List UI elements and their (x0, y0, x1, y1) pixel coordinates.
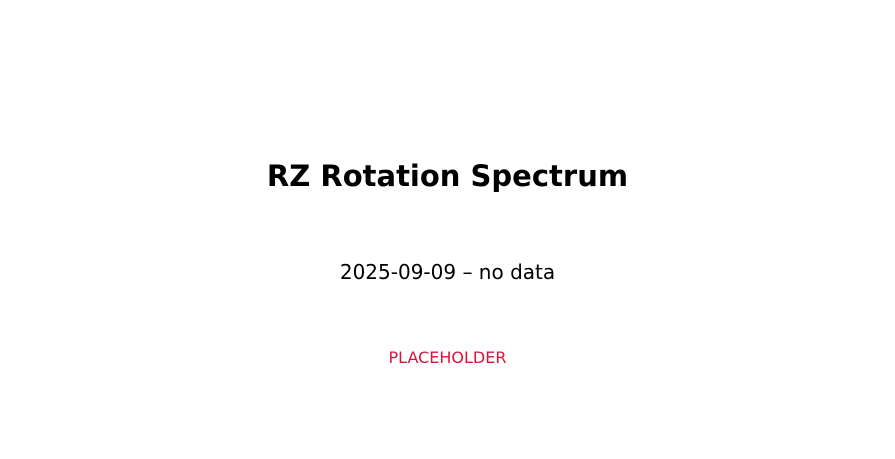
chart-subtitle: 2025-09-09 – no data (339, 260, 556, 284)
chart-title: RZ Rotation Spectrum (266, 159, 629, 193)
placeholder-label: PLACEHOLDER (388, 348, 507, 367)
